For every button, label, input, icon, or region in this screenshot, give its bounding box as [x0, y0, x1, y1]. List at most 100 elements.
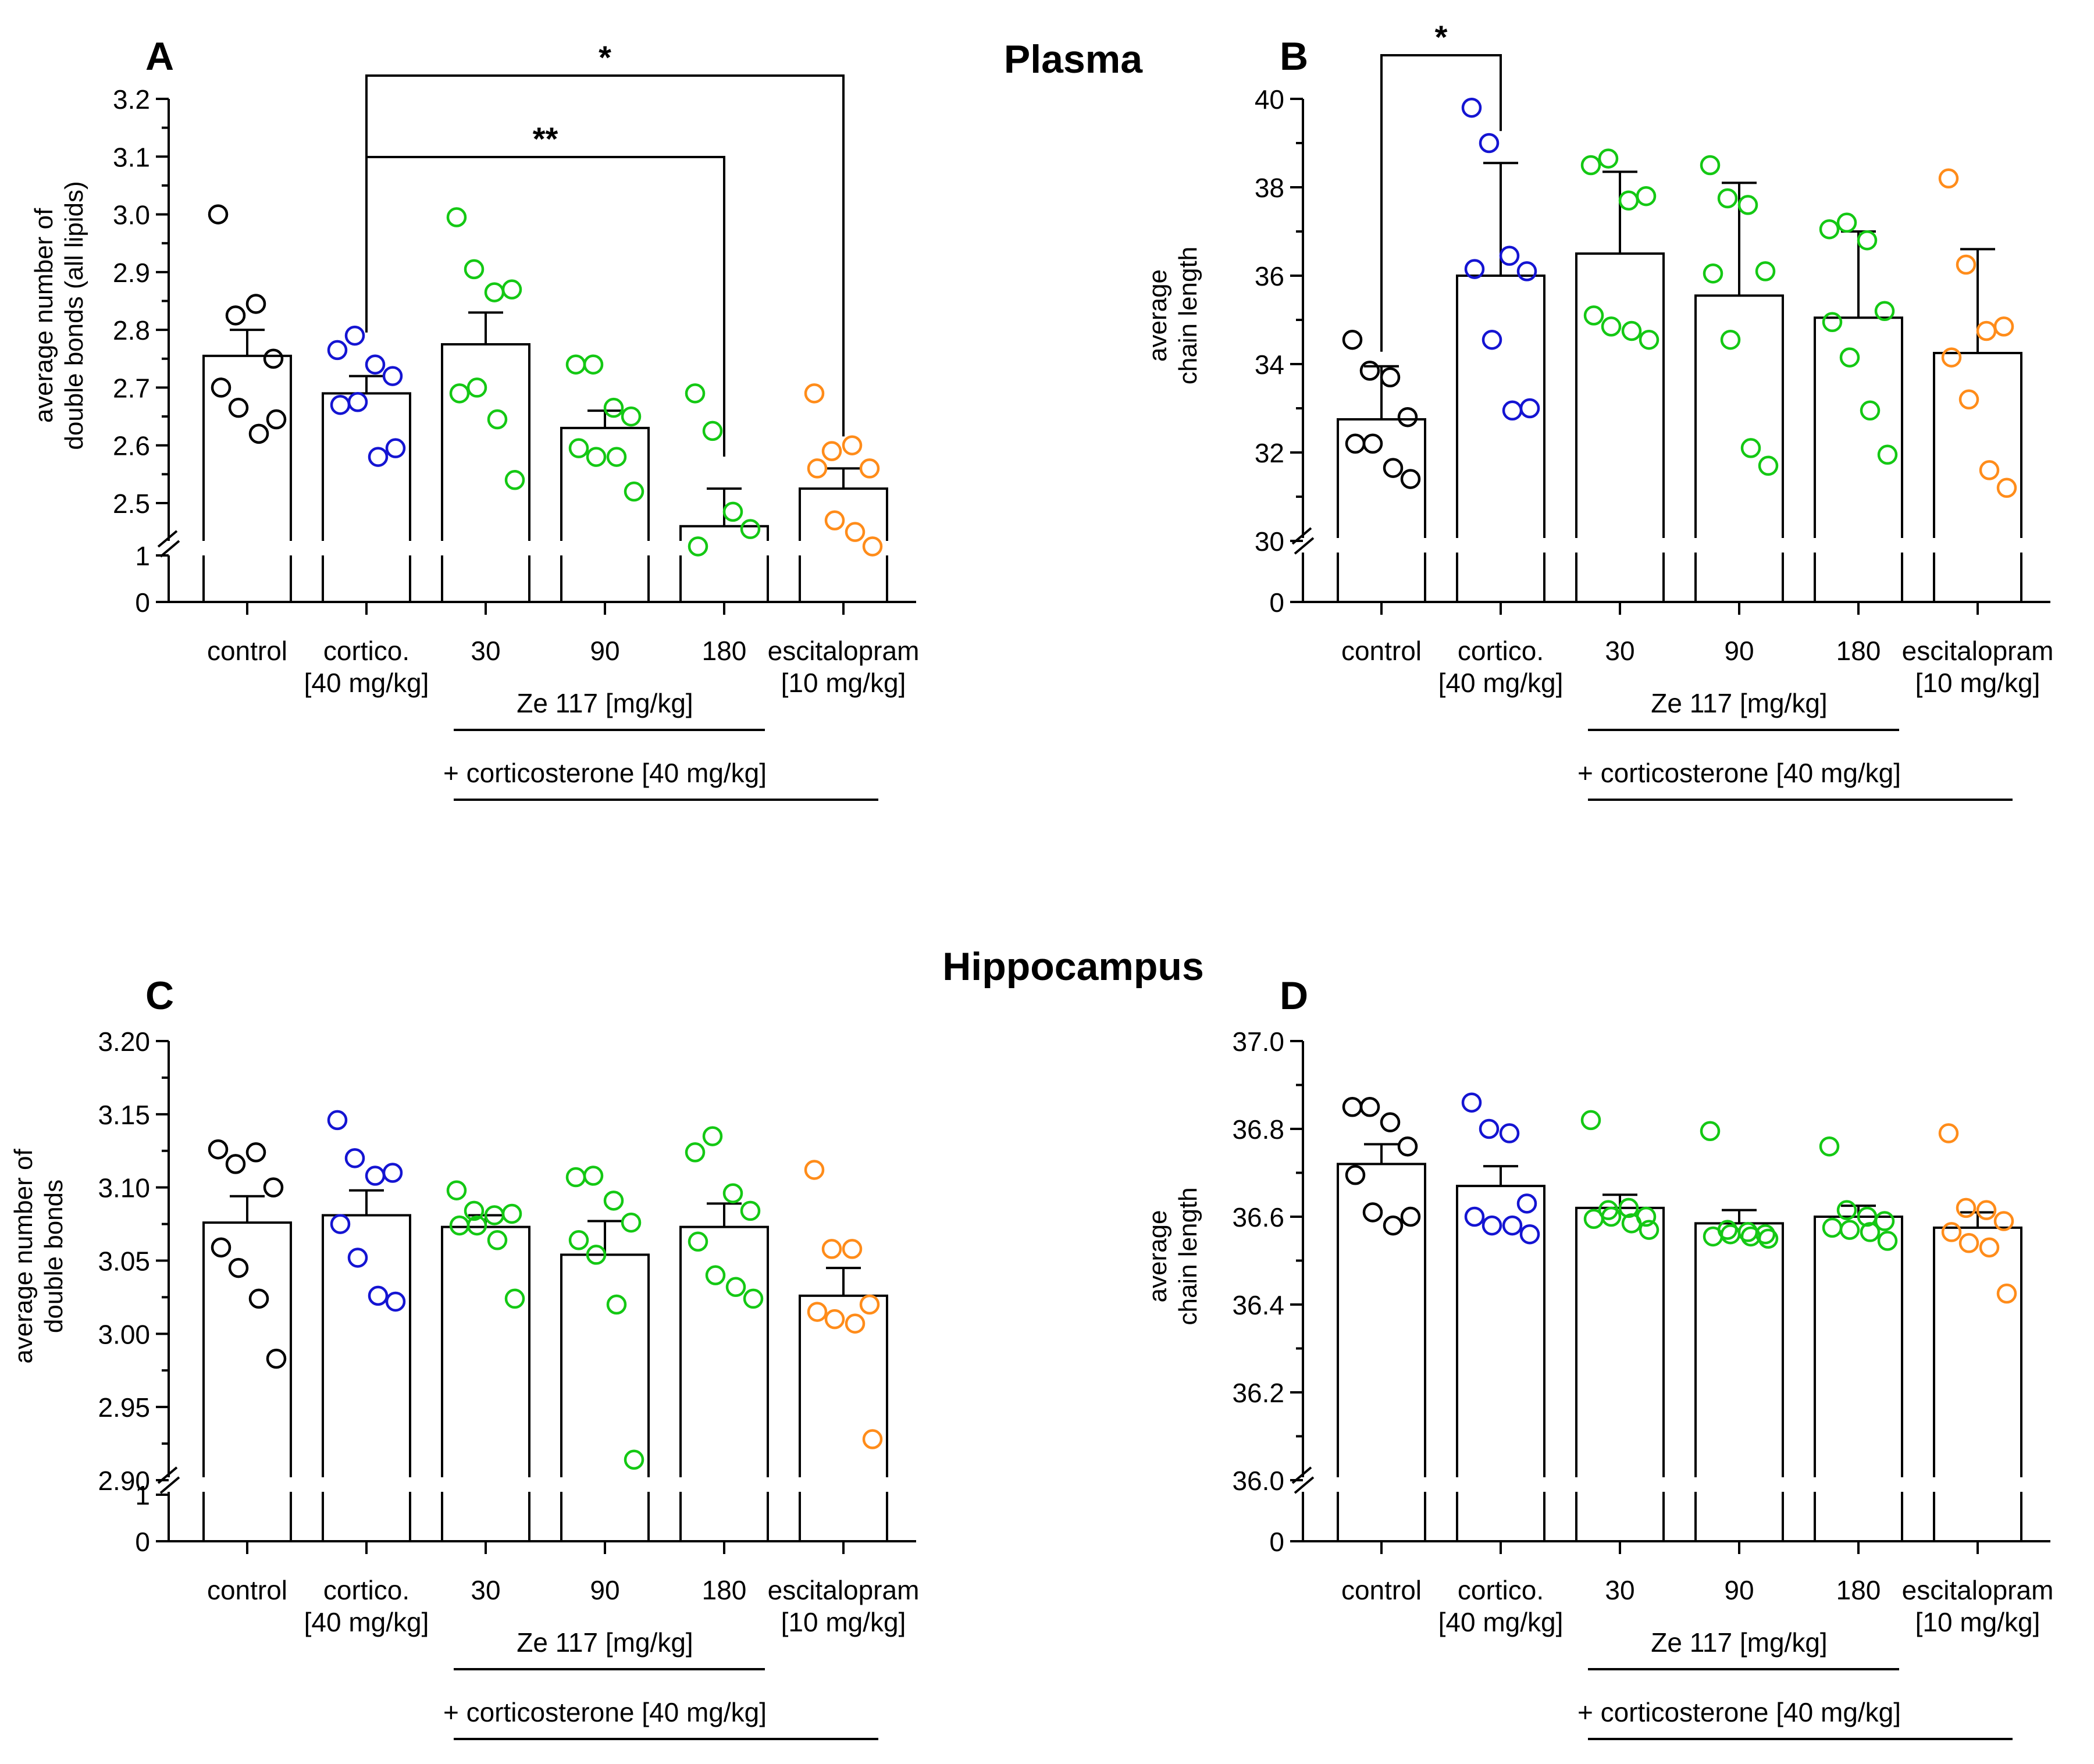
- axis-break-mark: [1294, 1476, 1315, 1494]
- data-point: [1502, 1215, 1523, 1236]
- data-point: [466, 377, 487, 398]
- data-point: [1839, 1220, 1860, 1240]
- category-label: 30: [471, 1575, 500, 1605]
- data-point: [245, 294, 266, 314]
- data-point: [1516, 1193, 1537, 1214]
- data-point: [385, 1291, 406, 1312]
- data-point: [1359, 1097, 1380, 1117]
- panel-B: B 30 32 34 36 38 40 0 averagechain length control…: [1144, 19, 2053, 801]
- data-point: [466, 1215, 487, 1236]
- data-point: [1461, 97, 1482, 118]
- y-tick-label: 3.15: [98, 1100, 150, 1130]
- group-label-corticosterone: + corticosterone [40 mg/kg]: [1577, 1697, 1901, 1727]
- group-label-ze117: Ze 117 [mg/kg]: [517, 688, 693, 718]
- data-point: [1755, 261, 1776, 281]
- data-point: [446, 207, 467, 227]
- data-point: [705, 1265, 726, 1285]
- data-point: [1703, 263, 1723, 284]
- y-tick-label: 36.2: [1232, 1378, 1284, 1408]
- data-point: [1877, 1231, 1898, 1251]
- data-point: [266, 1348, 287, 1369]
- bar: [1694, 294, 1784, 538]
- y-tick-label: 36.8: [1232, 1114, 1284, 1145]
- bar: [441, 1225, 530, 1477]
- data-point: [1740, 438, 1761, 458]
- data-point: [1979, 460, 2000, 480]
- data-point: [1737, 195, 1758, 215]
- data-point: [862, 536, 883, 557]
- bar: [202, 354, 292, 541]
- significance-label: *: [1435, 19, 1448, 55]
- category-label: control: [1341, 636, 1422, 666]
- y-tick-label: 3.05: [98, 1246, 150, 1277]
- data-point: [1839, 347, 1860, 368]
- y-axis-label-line: chain length: [1174, 247, 1202, 384]
- data-point: [1482, 329, 1502, 350]
- data-point: [821, 441, 842, 461]
- data-point: [1996, 1283, 2017, 1304]
- data-point: [487, 1230, 508, 1250]
- data-point: [859, 1294, 880, 1315]
- data-point: [688, 536, 708, 557]
- data-point: [824, 510, 845, 531]
- data-point: [603, 397, 624, 418]
- data-point: [1639, 329, 1659, 350]
- data-point: [702, 1126, 723, 1146]
- group-label-ze117: Ze 117 [mg/kg]: [1651, 1627, 1827, 1658]
- data-point: [263, 1177, 284, 1198]
- data-point: [740, 519, 761, 539]
- data-point: [842, 435, 863, 455]
- data-point: [1874, 301, 1895, 322]
- category-label: 180: [702, 636, 747, 666]
- data-point: [606, 447, 627, 467]
- data-point: [347, 1248, 368, 1268]
- data-point: [1397, 407, 1418, 427]
- data-point: [821, 1239, 842, 1259]
- category-label: control: [207, 636, 287, 666]
- data-point: [1601, 1206, 1622, 1227]
- data-point: [583, 354, 604, 375]
- data-point: [1519, 398, 1540, 419]
- data-point: [1979, 1237, 2000, 1258]
- data-point: [501, 1203, 522, 1224]
- data-point: [1819, 1136, 1840, 1157]
- data-point: [1345, 1165, 1366, 1185]
- axis-break-mark: [1294, 537, 1315, 555]
- data-point: [685, 383, 706, 404]
- data-point: [327, 340, 348, 361]
- data-point: [1397, 1136, 1418, 1157]
- data-point: [1461, 1092, 1482, 1113]
- data-point: [245, 1142, 266, 1163]
- y-tick-label: 30: [1255, 526, 1284, 557]
- data-point: [504, 470, 525, 490]
- panel-letter: D: [1280, 974, 1308, 1018]
- data-point: [1860, 1222, 1881, 1242]
- data-point: [365, 354, 386, 375]
- data-point: [1618, 1198, 1639, 1218]
- data-point: [743, 1288, 764, 1309]
- data-point: [449, 383, 470, 404]
- data-point: [862, 1429, 883, 1449]
- y-tick-label: 36.4: [1232, 1290, 1284, 1320]
- data-point: [1877, 444, 1898, 465]
- data-point: [1342, 329, 1363, 350]
- data-point: [330, 1214, 351, 1234]
- y-axis-label: averagechain length: [1144, 1187, 1202, 1325]
- data-point: [225, 1154, 246, 1174]
- data-point: [382, 1163, 403, 1183]
- data-point: [1874, 1211, 1895, 1231]
- y-tick-label: 36.6: [1232, 1202, 1284, 1232]
- bar: [1694, 1222, 1784, 1477]
- data-point: [624, 1449, 644, 1470]
- data-point: [1956, 254, 1977, 275]
- data-point: [586, 447, 607, 467]
- y-axis-label-line: double bonds (all lipids): [60, 181, 88, 450]
- data-point: [722, 1183, 743, 1203]
- category-label: 30: [1605, 1575, 1634, 1605]
- data-point: [1993, 316, 2014, 337]
- axis-break-mark: [159, 540, 180, 558]
- data-point: [368, 1285, 389, 1306]
- bar: [1456, 1185, 1545, 1477]
- y-tick-label: 0: [135, 1527, 150, 1557]
- data-point: [1400, 469, 1421, 489]
